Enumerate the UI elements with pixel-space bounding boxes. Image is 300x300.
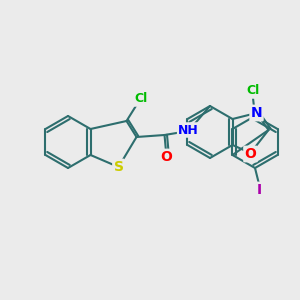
Text: O: O [160, 150, 172, 164]
Text: O: O [244, 147, 256, 161]
Text: Cl: Cl [246, 85, 260, 98]
Text: Cl: Cl [134, 92, 147, 106]
Text: N: N [251, 106, 262, 120]
Text: I: I [256, 183, 262, 197]
Text: S: S [113, 160, 124, 174]
Text: NH: NH [178, 124, 199, 136]
